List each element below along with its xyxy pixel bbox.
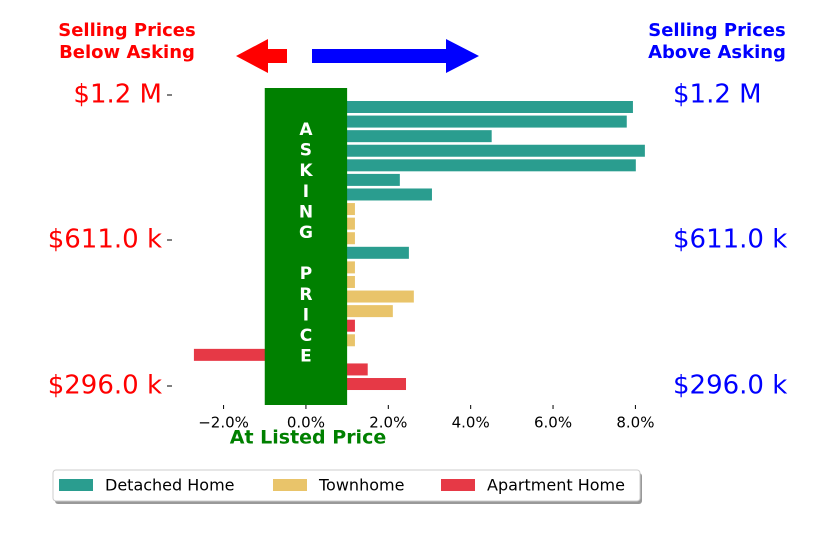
asking-letter: P — [300, 264, 312, 284]
legend-swatch — [441, 479, 475, 491]
asking-band — [264, 88, 348, 405]
right-arrow — [312, 39, 479, 73]
x-tick-label: 6.0% — [534, 414, 572, 432]
legend-label: Detached Home — [105, 476, 235, 495]
bar — [305, 246, 409, 259]
bar — [305, 144, 645, 157]
left-annotation-line: Selling Prices — [58, 20, 195, 41]
y-tick-label: $611.0 k — [48, 225, 162, 255]
right-annotation-line: Selling Prices — [648, 20, 785, 41]
x-tick-label: 8.0% — [616, 414, 654, 432]
asking-letter: N — [299, 202, 313, 222]
left-annotation-line: Below Asking — [59, 42, 195, 63]
y2-tick-label: $611.0 k — [673, 225, 787, 255]
x-tick-label: 4.0% — [452, 414, 490, 432]
asking-letter: K — [299, 161, 313, 181]
asking-letter: I — [303, 305, 309, 325]
legend-label: Townhome — [318, 476, 404, 495]
bar — [305, 101, 633, 113]
legend-swatch — [273, 479, 307, 491]
asking-letter: S — [300, 141, 312, 161]
x-axis-label: At Listed Price — [230, 427, 386, 449]
x-tick-label: 0.0% — [287, 414, 325, 432]
bar — [305, 115, 627, 128]
y-tick-label: $1.2 M — [73, 80, 162, 110]
y2-tick-label: $296.0 k — [673, 371, 787, 401]
asking-letter: R — [299, 285, 312, 305]
asking-letter: C — [300, 326, 312, 346]
legend-box — [52, 469, 641, 502]
x-tick-label: −2.0% — [198, 414, 249, 432]
asking-letter: I — [303, 182, 309, 202]
bar — [305, 159, 636, 172]
asking-letter: E — [300, 347, 312, 367]
right-annotation-line: Above Asking — [648, 42, 786, 63]
asking-letter: G — [299, 223, 313, 243]
y-tick-label: $296.0 k — [48, 371, 162, 401]
left-arrow — [236, 39, 287, 73]
legend-label: Apartment Home — [487, 476, 625, 495]
asking-letter: A — [299, 120, 313, 140]
y2-tick-label: $1.2 M — [673, 80, 762, 110]
legend-swatch — [59, 479, 93, 491]
bar — [305, 130, 492, 143]
asking-letter — [303, 244, 309, 264]
x-tick-label: 2.0% — [369, 414, 407, 432]
